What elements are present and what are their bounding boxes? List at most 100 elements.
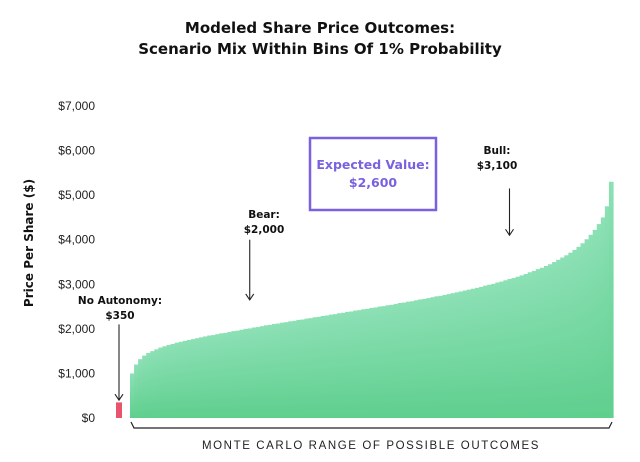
bar: [592, 229, 598, 418]
x-axis-bracket: [130, 421, 613, 429]
bar: [548, 264, 553, 418]
bar: [531, 270, 537, 418]
bar: [491, 283, 496, 418]
bar: [564, 255, 569, 418]
bar: [450, 293, 456, 418]
bar: [393, 303, 399, 418]
bar: [495, 282, 500, 418]
bar: [288, 321, 293, 418]
bar: [324, 315, 330, 418]
bar: [190, 339, 196, 418]
bar: [259, 326, 265, 418]
bar: [219, 333, 224, 418]
bar: [462, 290, 468, 418]
bar: [470, 288, 476, 418]
bar: [235, 330, 241, 418]
bar: [361, 309, 367, 418]
bar: [300, 319, 306, 418]
bar: [194, 338, 200, 418]
annotation-bull-label: Bull:: [484, 145, 511, 157]
y-tick-label: $0: [82, 411, 96, 425]
bar: [434, 296, 440, 418]
bar: [418, 299, 423, 418]
bar: [426, 298, 431, 418]
bar: [588, 234, 594, 418]
bar: [142, 355, 147, 418]
bar: [385, 305, 391, 418]
bar: [584, 239, 590, 418]
bar: [296, 319, 302, 418]
bar: [556, 259, 561, 418]
bar: [146, 352, 151, 418]
bar: [320, 315, 326, 418]
bar: [406, 301, 411, 418]
bar: [170, 344, 176, 418]
annotation-arrow-head: [245, 293, 255, 301]
bar: [580, 243, 586, 418]
bar: [377, 306, 383, 418]
bar: [511, 278, 517, 418]
bar: [401, 302, 407, 418]
expected-value-box: [308, 136, 438, 212]
annotation-arrow-head: [505, 228, 514, 237]
bar: [552, 262, 557, 418]
bar: [255, 327, 261, 418]
bar: [337, 313, 342, 418]
bar: [215, 334, 220, 418]
bar: [544, 266, 549, 418]
annotation-bear-value: $2,000: [244, 224, 285, 236]
bar: [276, 323, 281, 418]
expected-value-label: Expected Value:: [316, 157, 429, 172]
bar: [430, 297, 436, 418]
bar: [332, 314, 338, 418]
bar: [130, 373, 135, 418]
bar: [154, 349, 160, 418]
annotation-arrows: [114, 188, 514, 402]
x-axis-label: MONTE CARLO RANGE OF POSSIBLE OUTCOMES: [202, 440, 540, 452]
bar: [239, 329, 245, 418]
bar: [397, 303, 403, 418]
annotation-arrow-head: [114, 393, 124, 402]
bar: [341, 312, 346, 418]
bar: [523, 274, 529, 418]
bar: [231, 331, 237, 418]
bar: [499, 281, 505, 418]
bar: [134, 364, 139, 418]
bar: [150, 351, 155, 418]
expected-value-amount: $2,600: [349, 175, 398, 190]
bar: [604, 206, 610, 418]
y-tick-label: $2,000: [58, 322, 95, 336]
y-tick-label: $7,000: [58, 99, 95, 113]
bar: [268, 324, 273, 418]
annotation-bear-label: Bear:: [248, 209, 280, 221]
bar: [312, 317, 318, 418]
chart-title-line-2: Scenario Mix Within Bins Of 1% Probabili…: [138, 40, 502, 58]
bar: [345, 311, 350, 418]
bar: [280, 322, 285, 418]
bar: [316, 316, 322, 418]
bar: [475, 287, 480, 418]
annotation-no-autonomy-value: $350: [105, 310, 134, 322]
bar: [608, 181, 614, 418]
y-tick-label: $5,000: [58, 188, 95, 202]
bar: [560, 257, 565, 418]
bar: [381, 306, 387, 418]
bar: [292, 320, 298, 418]
bar: [519, 275, 525, 418]
bar: [568, 252, 574, 418]
bar: [158, 347, 164, 418]
bar: [442, 294, 448, 418]
y-tick-label: $4,000: [58, 233, 95, 247]
bar: [166, 344, 172, 418]
bar: [199, 337, 204, 418]
bar: [251, 327, 257, 418]
bar: [596, 224, 602, 418]
bar: [446, 294, 452, 418]
bar: [138, 359, 143, 418]
bar: [186, 340, 192, 418]
y-tick-label: $1,000: [58, 366, 95, 380]
bar: [349, 311, 354, 418]
bar: [207, 335, 212, 418]
annotation-no-autonomy-label: No Autonomy:: [78, 295, 162, 307]
